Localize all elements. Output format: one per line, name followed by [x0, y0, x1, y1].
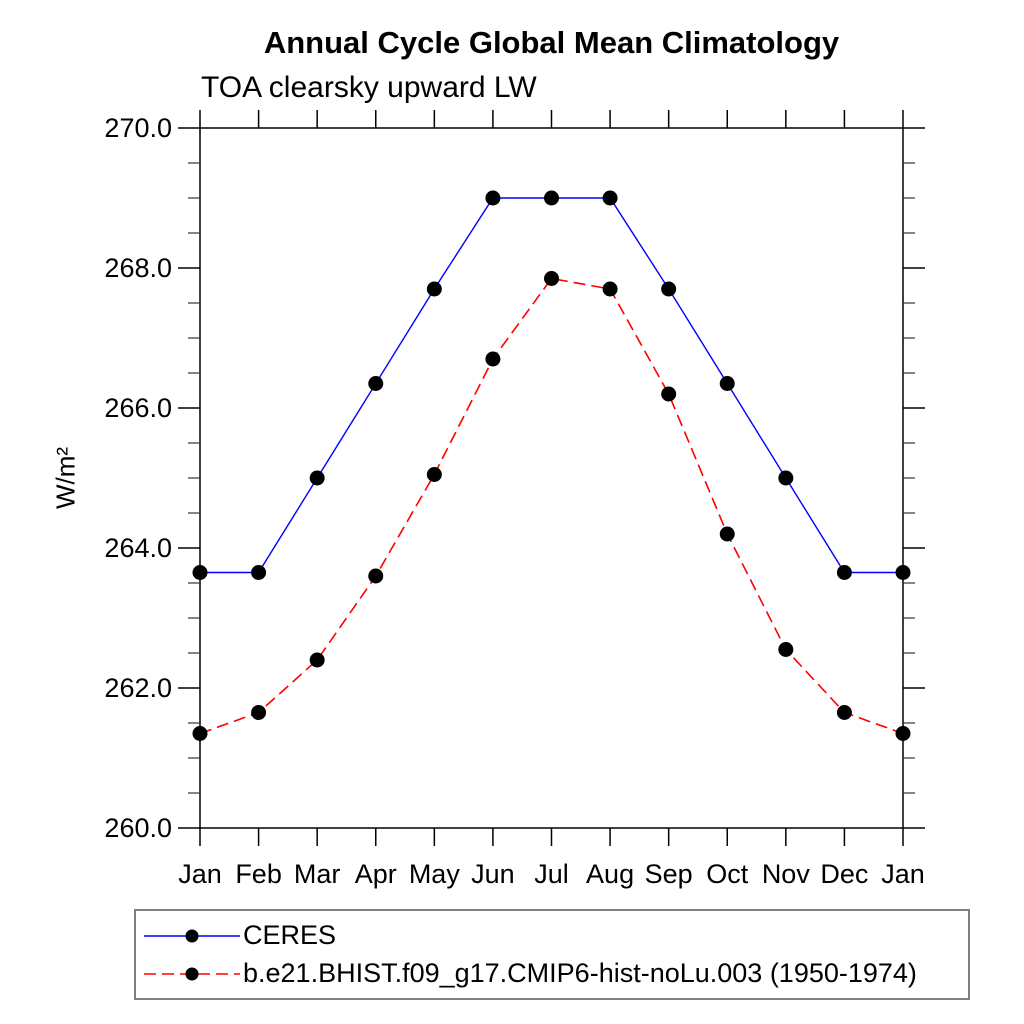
data-point-marker — [426, 281, 442, 297]
data-point-marker — [602, 190, 618, 206]
x-tick-label: Jan — [881, 859, 925, 889]
data-point-marker — [778, 470, 794, 486]
legend-sample-1 — [144, 967, 240, 980]
data-point-marker — [544, 190, 559, 206]
data-point-marker — [368, 376, 384, 391]
legend-label: b.e21.BHIST.f09_g17.CMIP6-hist-noLu.003 … — [243, 958, 917, 988]
data-point-marker — [836, 705, 852, 720]
data-point-marker — [719, 526, 735, 542]
legend-sample-0 — [144, 929, 240, 942]
x-tick-label: Feb — [235, 859, 282, 889]
data-point-marker — [778, 642, 794, 657]
data-point-marker — [602, 281, 618, 297]
data-point-marker — [485, 351, 501, 367]
y-tick-label: 262.0 — [104, 673, 172, 703]
x-tick-label: Jul — [534, 859, 569, 889]
data-point-marker — [661, 281, 677, 297]
y-tick-label: 268.0 — [104, 253, 172, 283]
data-point-marker — [719, 376, 735, 391]
data-point-marker — [661, 386, 677, 402]
x-tick-label: Nov — [762, 859, 811, 889]
x-tick-label: Mar — [294, 859, 341, 889]
data-point-marker — [836, 565, 852, 580]
data-point-marker — [192, 726, 208, 741]
legend: CERES b.e21.BHIST.f09_g17.CMIP6-hist-noL… — [134, 909, 970, 1000]
series-line-1 — [199, 277, 904, 735]
x-tick-label: Apr — [355, 859, 397, 889]
data-point-marker — [192, 565, 208, 580]
data-point-marker — [309, 470, 325, 486]
data-point-marker — [485, 190, 501, 206]
plot-frame — [199, 127, 904, 829]
legend-item-ceres: CERES — [141, 921, 968, 951]
x-tick-label: Dec — [820, 859, 868, 889]
legend-marker-sample — [185, 929, 199, 942]
series-line-0 — [200, 197, 903, 574]
y-tick-label: 260.0 — [104, 813, 172, 843]
legend-marker-sample — [185, 967, 199, 980]
data-point-marker — [426, 467, 442, 482]
y-tick-label: 266.0 — [104, 393, 172, 423]
data-point-marker — [309, 652, 325, 668]
x-tick-label: Aug — [586, 859, 634, 889]
chart-subtitle: TOA clearsky upward LW — [201, 71, 537, 104]
data-point-marker — [895, 726, 911, 741]
data-point-marker — [251, 565, 267, 580]
y-tick-label: 264.0 — [104, 533, 172, 563]
chart-title: Annual Cycle Global Mean Climatology — [263, 25, 840, 60]
data-point-marker — [544, 271, 559, 286]
data-point-marker — [251, 705, 267, 720]
data-point-marker — [368, 568, 384, 584]
y-tick-label: 270.0 — [104, 113, 172, 143]
x-tick-label: Jan — [178, 859, 222, 889]
x-tick-label: Oct — [706, 859, 749, 889]
x-tick-label: Jun — [471, 859, 515, 889]
data-point-marker — [895, 565, 911, 580]
legend-item-model: b.e21.BHIST.f09_g17.CMIP6-hist-noLu.003 … — [141, 959, 968, 989]
legend-label: CERES — [243, 920, 337, 950]
x-tick-label: Sep — [645, 859, 693, 889]
x-tick-label: May — [409, 859, 461, 889]
